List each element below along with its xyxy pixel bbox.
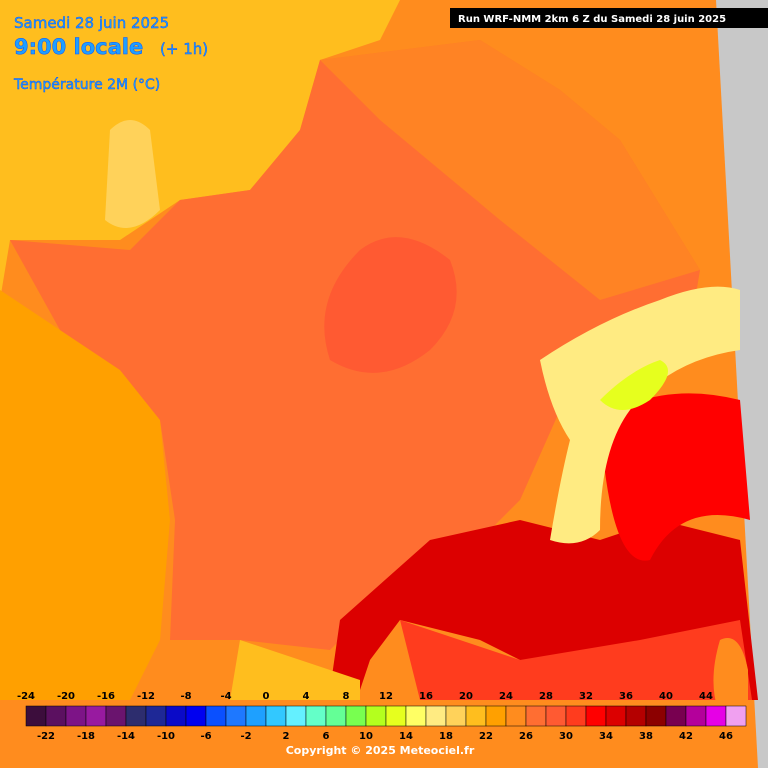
legend-label: -8	[180, 691, 191, 702]
legend-label: -2	[240, 731, 251, 742]
legend-label: -20	[57, 691, 75, 702]
legend-label: 12	[379, 691, 393, 702]
legend-label: 8	[343, 691, 350, 702]
legend-label: 2	[283, 731, 290, 742]
legend-label: 42	[679, 731, 693, 742]
legend-swatch	[245, 705, 267, 727]
legend-label: 10	[359, 731, 373, 742]
legend-label: 38	[639, 731, 653, 742]
legend-swatch	[585, 705, 607, 727]
corsica	[713, 638, 748, 710]
legend-swatch	[605, 705, 627, 727]
legend-label: -6	[200, 731, 211, 742]
legend-swatch	[485, 705, 507, 727]
legend-swatch	[545, 705, 567, 727]
legend-swatch	[65, 705, 87, 727]
legend-swatch	[165, 705, 187, 727]
pyrenees	[230, 640, 360, 700]
legend-swatch	[105, 705, 127, 727]
central-warm	[324, 237, 457, 373]
italy-heat	[600, 393, 750, 561]
legend-label: 30	[559, 731, 573, 742]
legend-swatch	[345, 705, 367, 727]
mediterranean	[400, 620, 752, 700]
legend-swatch	[265, 705, 287, 727]
legend-label: -12	[137, 691, 155, 702]
legend-label: -4	[220, 691, 231, 702]
legend-swatch	[625, 705, 647, 727]
legend-swatch	[145, 705, 167, 727]
legend-label: 14	[399, 731, 413, 742]
legend-label: 34	[599, 731, 613, 742]
legend-label: -24	[17, 691, 35, 702]
legend-label: -18	[77, 731, 95, 742]
legend-swatch	[685, 705, 707, 727]
legend-label: 26	[519, 731, 533, 742]
legend-swatch	[525, 705, 547, 727]
channel-sea	[0, 0, 400, 300]
legend-label: 22	[479, 731, 493, 742]
legend-swatch	[125, 705, 147, 727]
legend-swatch	[225, 705, 247, 727]
legend-swatch	[705, 705, 727, 727]
legend-label: 0	[263, 691, 270, 702]
northeast-land	[320, 40, 700, 300]
legend-label: 44	[699, 691, 713, 702]
legend-label: 24	[499, 691, 513, 702]
legend-swatch	[45, 705, 67, 727]
legend-swatch	[725, 705, 747, 727]
legend-swatch	[205, 705, 227, 727]
legend-label: 36	[619, 691, 633, 702]
time-offset: (+ 1h)	[160, 40, 208, 58]
run-box	[450, 8, 768, 28]
legend-label: 4	[303, 691, 310, 702]
date: Samedi 28 juin 2025	[14, 14, 169, 32]
legend-swatch	[365, 705, 387, 727]
legend-swatch	[325, 705, 347, 727]
legend-swatch	[305, 705, 327, 727]
legend-swatch	[445, 705, 467, 727]
legend-label: 40	[659, 691, 673, 702]
legend-label: -14	[117, 731, 135, 742]
legend-swatch	[185, 705, 207, 727]
legend-swatch	[25, 705, 47, 727]
legend-label: 20	[459, 691, 473, 702]
run-info: Run WRF-NMM 2km 6 Z du Samedi 28 juin 20…	[458, 14, 726, 25]
legend-label: -22	[37, 731, 55, 742]
legend-label: 28	[539, 691, 553, 702]
legend-swatch	[385, 705, 407, 727]
legend-swatch	[285, 705, 307, 727]
legend-swatch	[665, 705, 687, 727]
alps	[540, 286, 740, 544]
variable: Température 2M (°C)	[13, 77, 160, 93]
alps-high	[600, 360, 668, 410]
legend-label: 46	[719, 731, 733, 742]
legend-label: 32	[579, 691, 593, 702]
legend-swatch	[85, 705, 107, 727]
legend-swatch	[425, 705, 447, 727]
legend-swatch	[465, 705, 487, 727]
time: 9:00 locale	[14, 35, 143, 59]
legend-label: -16	[97, 691, 115, 702]
legend-swatch	[565, 705, 587, 727]
copyright: Copyright © 2025 Meteociel.fr	[286, 744, 475, 757]
legend-swatch	[645, 705, 667, 727]
legend-label: -10	[157, 731, 175, 742]
legend-swatch	[405, 705, 427, 727]
legend: -24-22-20-18-16-14-12-10-8-6-4-202468101…	[17, 691, 747, 742]
warm-patch	[105, 120, 160, 228]
legend-label: 18	[439, 731, 453, 742]
legend-label: 6	[323, 731, 330, 742]
legend-label: 16	[419, 691, 433, 702]
atlantic	[0, 290, 170, 700]
legend-swatch	[505, 705, 527, 727]
